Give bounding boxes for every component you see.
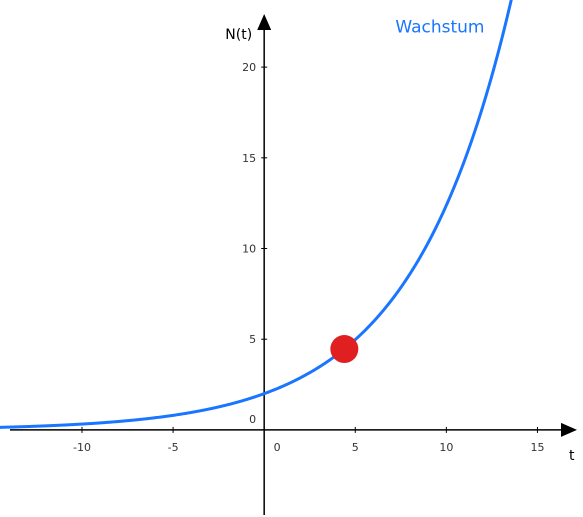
x-tick-label: -10: [73, 441, 91, 454]
x-axis-label: t: [569, 448, 575, 464]
x-tick-label: 0: [274, 441, 281, 454]
x-tick-label: 15: [530, 441, 544, 454]
y-tick-label: 10: [242, 243, 256, 256]
highlight-point: [330, 335, 359, 364]
y-tick-label: 5: [249, 333, 256, 346]
y-axis-arrowhead: [257, 14, 272, 30]
series-line-wachstum: [0, 0, 513, 429]
y-tick-label: 20: [242, 61, 256, 74]
x-tick-label: 5: [352, 441, 359, 454]
x-tick-label: -5: [168, 441, 179, 454]
x-tick-label: 10: [439, 441, 453, 454]
series: [0, 0, 513, 429]
series-label: Wachstum: [395, 18, 484, 38]
ticks: -10 -5 0 5 10 15 0 5 10 15 20: [73, 61, 544, 454]
y-tick-label: 15: [242, 152, 256, 165]
x-axis-arrowhead: [561, 422, 577, 437]
y-axis-label: N(t): [225, 27, 252, 43]
y-tick-label: 0: [249, 413, 256, 426]
axes: [10, 14, 577, 515]
